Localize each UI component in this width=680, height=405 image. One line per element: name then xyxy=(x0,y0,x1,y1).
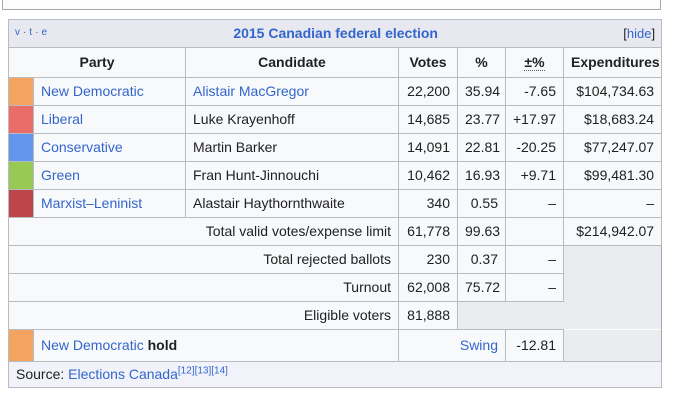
pct-value: 23.77 xyxy=(457,105,506,134)
summary-label: Turnout xyxy=(8,273,399,302)
party-link[interactable]: New Democratic xyxy=(41,337,144,354)
total-rejected-ballots-row: Total rejected ballots 230 0.37 – xyxy=(8,245,662,274)
candidate-link[interactable]: Alistair MacGregor xyxy=(193,83,309,100)
party-color-swatch xyxy=(8,105,34,134)
pct-value: 0.55 xyxy=(457,189,506,218)
pct-value: 22.81 xyxy=(457,133,506,162)
candidate-row-green: Green Fran Hunt-Jinnouchi 10,462 16.93 +… xyxy=(8,161,663,190)
candidate-row-ndp: New Democratic Alistair MacGregor 22,200… xyxy=(8,77,663,106)
vte-edit-link[interactable]: e xyxy=(41,27,49,39)
total-valid-votes-row: Total valid votes/expense limit 61,778 9… xyxy=(8,217,663,246)
col-header-change: ±% xyxy=(505,47,564,78)
eligible-voters-row: Eligible voters 81,888 xyxy=(8,301,662,330)
party-color-swatch xyxy=(8,189,34,218)
change-value: -7.65 xyxy=(505,77,564,106)
vte-talk-link[interactable]: t xyxy=(29,27,34,39)
hide-link[interactable]: hide xyxy=(626,25,652,41)
votes-value: 340 xyxy=(398,189,458,218)
source-link[interactable]: Elections Canada xyxy=(68,366,178,383)
votes-value: 14,685 xyxy=(398,105,458,134)
change-value: +17.97 xyxy=(505,105,564,134)
party-color-swatch xyxy=(8,133,34,162)
candidate-name: Martin Barker xyxy=(185,133,399,162)
empty-grey-cell xyxy=(563,245,662,274)
swing-row: New Democratic hold Swing -12.81 xyxy=(8,329,662,362)
ref-14: [14] xyxy=(211,365,228,377)
pct-value: 16.93 xyxy=(457,161,506,190)
votes-value: 22,200 xyxy=(398,77,458,106)
ref-12: [12] xyxy=(177,365,195,377)
votes-value: 61,778 xyxy=(398,217,458,246)
vte-view-link[interactable]: v xyxy=(15,27,21,39)
col-header-candidate: Candidate xyxy=(185,47,399,78)
pct-value: 0.37 xyxy=(457,245,506,274)
expenditures-value: – xyxy=(562,189,663,218)
change-value xyxy=(505,217,564,246)
swing-label-cell: Swing xyxy=(398,329,506,362)
summary-label: Total valid votes/expense limit xyxy=(8,217,399,246)
pct-value: 75.72 xyxy=(457,273,506,302)
col-header-votes: Votes xyxy=(398,47,458,78)
change-value: -20.25 xyxy=(505,133,564,162)
turnout-row: Turnout 62,008 75.72 – xyxy=(8,273,662,302)
table-title-bar: v · t · e 2015 Canadian federal election [hi… xyxy=(7,19,663,48)
ref-13: [13] xyxy=(194,365,212,377)
col-header-pct: % xyxy=(457,47,506,78)
party-link[interactable]: Conservative xyxy=(41,139,123,156)
swing-link[interactable]: Swing xyxy=(459,337,498,354)
candidate-row-conservative: Conservative Martin Barker 14,091 22.81 … xyxy=(8,133,663,162)
party-color-swatch xyxy=(8,77,34,106)
expenditures-value: $77,247.07 xyxy=(562,133,663,162)
empty-grey-cell xyxy=(563,273,662,302)
pct-value: 35.94 xyxy=(457,77,506,106)
expenditures-value: $99,481.30 xyxy=(562,161,663,190)
previous-table-fragment xyxy=(2,0,661,10)
source-row: Source: Elections Canada[12][13][14] xyxy=(7,361,663,388)
hold-result: hold xyxy=(147,337,178,354)
hide-toggle[interactable]: [hide] xyxy=(623,25,656,41)
votes-value: 62,008 xyxy=(398,273,458,302)
party-link[interactable]: New Democratic xyxy=(41,83,144,100)
candidate-row-liberal: Liberal Luke Krayenhoff 14,685 23.77 +17… xyxy=(8,105,663,134)
party-link[interactable]: Liberal xyxy=(41,111,84,128)
votes-value: 14,091 xyxy=(398,133,458,162)
votes-value: 81,888 xyxy=(398,301,458,330)
candidate-name: Alastair Haythornthwaite xyxy=(185,189,399,218)
change-value: – xyxy=(505,245,564,274)
pct-value: 99.63 xyxy=(457,217,506,246)
election-results-table: v · t · e 2015 Canadian federal election [hi… xyxy=(7,19,663,388)
col-header-expenditures: Expenditures xyxy=(562,47,663,78)
summary-label: Eligible voters xyxy=(8,301,399,330)
expenditures-value: $18,683.24 xyxy=(562,105,663,134)
change-value: +9.71 xyxy=(505,161,564,190)
column-header-row: Party Candidate Votes % ±% Expenditures xyxy=(8,47,663,78)
col-header-party: Party xyxy=(8,47,186,78)
source-prefix: Source: xyxy=(16,366,69,383)
party-color-swatch xyxy=(8,161,34,190)
vte-nav: v · t · e xyxy=(15,27,49,39)
candidate-row-marxist-leninist: Marxist–Leninist Alastair Haythornthwait… xyxy=(8,189,663,218)
hold-cell: New Democratic hold xyxy=(33,329,399,362)
expenditures-value: $104,734.63 xyxy=(562,77,663,106)
votes-value: 230 xyxy=(398,245,458,274)
party-link[interactable]: Green xyxy=(41,167,80,184)
party-link[interactable]: Marxist–Leninist xyxy=(41,195,143,212)
table-title: 2015 Canadian federal election xyxy=(233,25,438,42)
swing-value: -12.81 xyxy=(505,329,564,362)
candidate-name: Luke Krayenhoff xyxy=(185,105,399,134)
party-color-swatch xyxy=(8,329,34,362)
empty-grey-cell xyxy=(457,301,662,330)
votes-value: 10,462 xyxy=(398,161,458,190)
summary-label: Total rejected ballots xyxy=(8,245,399,274)
expenditures-value: $214,942.07 xyxy=(562,217,663,246)
change-value: – xyxy=(505,189,564,218)
change-value: – xyxy=(505,273,564,302)
empty-grey-cell xyxy=(563,329,662,362)
candidate-name: Fran Hunt-Jinnouchi xyxy=(185,161,399,190)
